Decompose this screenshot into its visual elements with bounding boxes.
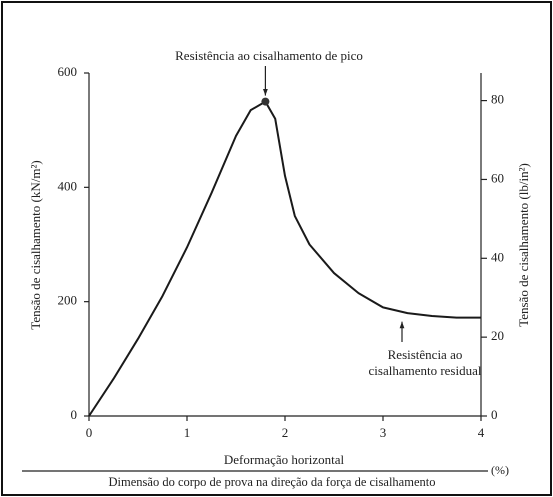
- y-tick-label: 0: [71, 407, 78, 422]
- y-tick-label: 200: [58, 293, 78, 308]
- x-axis-unit: (%): [491, 463, 509, 477]
- y-axis-label: Tensão de cisalhamento (kN/m²): [28, 160, 43, 329]
- y2-tick-label: 20: [491, 328, 504, 343]
- annotation-arrowhead: [262, 89, 268, 96]
- y2-axis-label: Tensão de cisalhamento (lb/in²): [516, 163, 531, 327]
- y2-tick-label: 0: [491, 407, 498, 422]
- x-axis-label: Deformação horizontal: [224, 452, 345, 467]
- curve: [88, 100, 481, 417]
- y2-tick-label: 80: [491, 92, 504, 107]
- x-tick-label: 0: [86, 425, 93, 440]
- y2-tick-label: 60: [491, 170, 504, 185]
- annotation: Resistência ao cisalhamento de pico: [175, 48, 363, 63]
- x-tick-label: 3: [380, 425, 387, 440]
- peak-point: [261, 97, 270, 106]
- x-tick-label: 2: [282, 425, 289, 440]
- annotation: Resistência ao: [388, 347, 463, 362]
- x-tick-label: 4: [478, 425, 485, 440]
- annotation: cisalhamento residual: [369, 363, 482, 378]
- y-tick-label: 600: [58, 64, 78, 79]
- annotation-arrowhead: [399, 321, 405, 329]
- x-axis-label-denominator: Dimensão do corpo de prova na direção da…: [109, 475, 436, 489]
- y-tick-label: 400: [58, 178, 78, 193]
- x-tick-label: 1: [184, 425, 191, 440]
- y2-tick-label: 40: [491, 249, 504, 264]
